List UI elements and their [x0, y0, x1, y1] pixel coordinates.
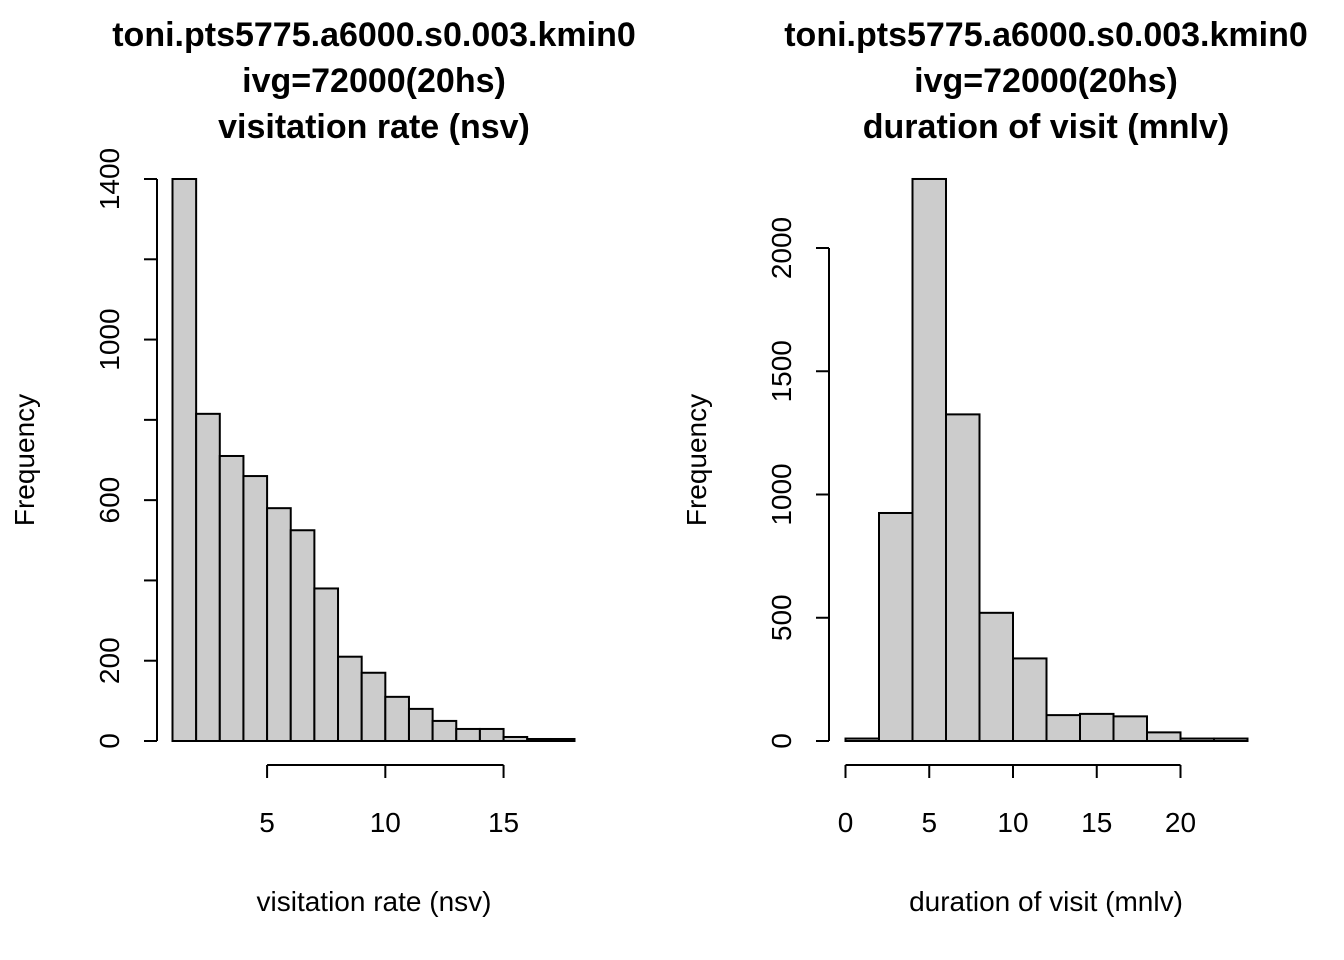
y-tick-label: 600 — [94, 477, 125, 524]
histogram-visitation-rate: toni.pts5775.a6000.s0.003.kmin0 ivg=7200… — [9, 16, 636, 917]
histogram-bar — [218, 454, 245, 742]
histogram-duration-of-visit: toni.pts5775.a6000.s0.003.kmin0 ivg=7200… — [681, 16, 1308, 917]
histogram-bar — [1213, 737, 1249, 742]
x-tick-label: 0 — [838, 807, 854, 838]
y-axis: 0 200 600 1000 1400 — [94, 148, 158, 749]
histogram-bar — [407, 707, 434, 743]
histogram-bar — [911, 177, 947, 743]
chart-title-line-3: duration of visit (mnlv) — [863, 108, 1229, 146]
histogram-bar — [1146, 731, 1182, 742]
x-tick-label: 5 — [921, 807, 937, 838]
histogram-bar — [478, 727, 505, 743]
x-tick-label: 5 — [259, 807, 275, 838]
y-tick-label: 200 — [94, 637, 125, 684]
histogram-bar — [242, 475, 269, 742]
chart-title-line-1: toni.pts5775.a6000.s0.003.kmin0 — [784, 16, 1308, 54]
histogram-bar — [195, 412, 221, 742]
histogram-bar — [1045, 714, 1081, 742]
x-axis: 5 10 15 — [259, 764, 519, 838]
chart-title-line-2: ivg=72000(20hs) — [914, 62, 1178, 100]
y-tick-label: 500 — [766, 594, 797, 641]
x-tick-label: 15 — [1081, 807, 1112, 838]
x-tick-label: 10 — [370, 807, 401, 838]
histogram-bar — [1079, 712, 1115, 743]
histogram-bar — [313, 587, 340, 743]
histogram-bar — [502, 735, 529, 743]
histogram-bar — [1012, 657, 1048, 742]
histogram-bar — [266, 507, 292, 742]
x-axis-label: visitation rate (nsv) — [257, 886, 492, 917]
x-axis: 0 5 10 15 20 — [838, 764, 1196, 838]
histogram-bar — [1112, 715, 1148, 742]
y-tick-label: 0 — [94, 733, 125, 749]
y-tick-label: 2000 — [766, 217, 797, 279]
histogram-bar — [171, 178, 198, 742]
y-tick-label: 0 — [766, 733, 797, 749]
histogram-bar — [384, 695, 410, 742]
histogram-bar — [549, 737, 576, 743]
chart-title-line-1: toni.pts5775.a6000.s0.003.kmin0 — [112, 16, 636, 54]
histogram-bar — [337, 655, 363, 743]
histogram-bar — [945, 413, 981, 742]
histogram-bar — [878, 511, 914, 742]
chart-title-line-3: visitation rate (nsv) — [218, 108, 530, 146]
histogram-bar — [1179, 737, 1215, 742]
histogram-bar — [526, 737, 552, 743]
x-tick-label: 10 — [997, 807, 1028, 838]
y-axis-label: Frequency — [681, 394, 712, 526]
histogram-bar — [360, 671, 387, 742]
histogram-bar — [978, 611, 1014, 742]
y-axis: 0 500 1000 1500 2000 — [766, 217, 830, 749]
bars — [844, 177, 1249, 743]
y-tick-label: 1000 — [766, 463, 797, 525]
histogram-bar — [455, 727, 481, 743]
x-axis-label: duration of visit (mnlv) — [909, 886, 1183, 917]
histogram-bar — [844, 737, 880, 742]
chart-title-line-2: ivg=72000(20hs) — [242, 62, 506, 100]
histogram-bar — [431, 719, 458, 743]
x-tick-label: 15 — [488, 807, 519, 838]
y-tick-label: 1000 — [94, 308, 125, 370]
x-tick-label: 20 — [1165, 807, 1196, 838]
histogram-bar — [289, 529, 316, 742]
y-axis-label: Frequency — [9, 394, 40, 526]
bars — [171, 178, 576, 743]
y-tick-label: 1500 — [766, 340, 797, 402]
y-tick-label: 1400 — [94, 148, 125, 210]
